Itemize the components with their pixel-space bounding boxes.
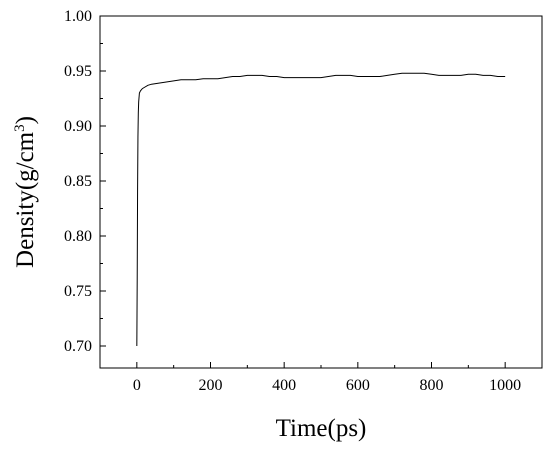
y-tick-label: 0.75 xyxy=(64,283,92,300)
plot-frame xyxy=(99,15,543,369)
y-axis-title-base: Density(g/cm xyxy=(12,131,39,268)
x-axis-ticks: 0 200 400 600 800 1000 xyxy=(133,362,521,394)
x-tick-label: 800 xyxy=(420,377,444,394)
density-series-line xyxy=(136,72,506,347)
y-axis-ticks: 0.70 0.75 0.80 0.85 0.90 0.95 1.00 xyxy=(64,8,106,355)
x-tick-label: 600 xyxy=(346,377,370,394)
y-axis-title-close: ) xyxy=(12,116,39,124)
x-tick-label: 0 xyxy=(133,377,141,394)
y-tick-label: 1.00 xyxy=(64,8,92,25)
x-axis-title: Time(ps) xyxy=(276,415,367,442)
y-tick-label: 0.70 xyxy=(64,338,92,355)
x-tick-label: 1000 xyxy=(489,377,521,394)
y-tick-label: 0.85 xyxy=(64,173,92,190)
x-tick-label: 400 xyxy=(272,377,296,394)
y-axis-title: Density(g/cm3) xyxy=(12,116,39,268)
y-tick-label: 0.95 xyxy=(64,63,92,80)
y-tick-label: 0.80 xyxy=(64,228,92,245)
y-axis-title-superscript: 3 xyxy=(12,124,28,132)
x-tick-label: 200 xyxy=(199,377,223,394)
y-tick-label: 0.90 xyxy=(64,118,92,135)
